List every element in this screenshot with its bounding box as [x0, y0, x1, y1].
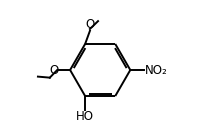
- Text: NO₂: NO₂: [145, 64, 168, 76]
- Text: O: O: [50, 64, 59, 76]
- Text: HO: HO: [76, 110, 94, 123]
- Text: O: O: [85, 18, 95, 31]
